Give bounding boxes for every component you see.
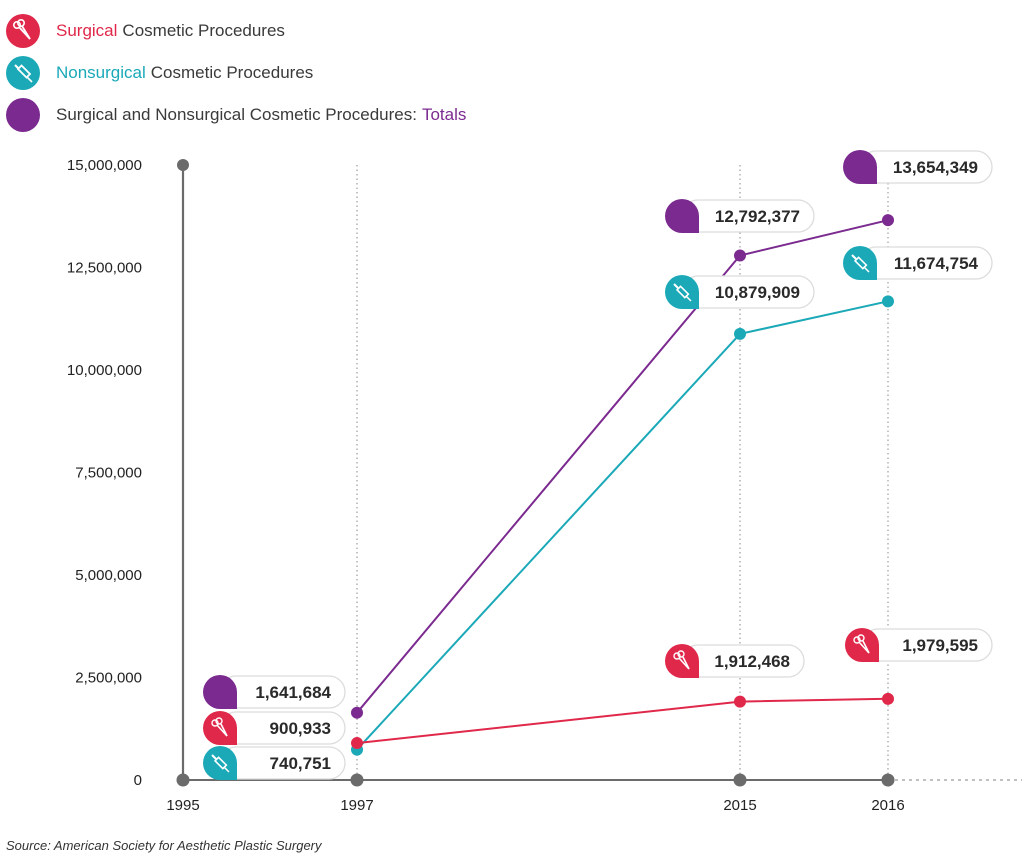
value-marker-totals: [843, 150, 877, 184]
scissors-icon: [853, 636, 861, 644]
legend-nonsurgical-highlight: Nonsurgical: [56, 63, 146, 82]
scissors-icon: [857, 634, 865, 642]
y-tick-label: 10,000,000: [67, 362, 142, 379]
data-point-totals: [351, 706, 363, 719]
bubble-icon: [6, 98, 40, 132]
y-axis-top-dot: [177, 159, 189, 171]
data-point-surgical: [351, 737, 363, 750]
data-point-surgical: [734, 695, 746, 708]
value-marker-totals: [203, 675, 237, 709]
x-tick-label: 1997: [340, 797, 373, 814]
data-point-surgical: [882, 692, 894, 705]
value-marker-nonsurgical: [203, 746, 237, 780]
y-tick-label: 15,000,000: [67, 157, 142, 174]
scissors-icon: [220, 723, 228, 737]
value-label-totals: 12,792,377: [715, 207, 800, 226]
x-tick-label: 1995: [166, 797, 199, 814]
scissors-icon: [677, 650, 685, 658]
x-tick-label: 2016: [871, 797, 904, 814]
y-tick-label: 5,000,000: [75, 567, 142, 584]
x-axis-dot: [881, 773, 895, 787]
legend-surgical-label: Cosmetic Procedures: [122, 21, 285, 40]
value-label-surgical: 1,979,595: [902, 636, 978, 655]
value-marker-totals: [665, 199, 699, 233]
scissors-icon: [211, 719, 219, 727]
legend-totals-label: Surgical and Nonsurgical Cosmetic Proced…: [56, 105, 417, 124]
syringe-icon: [863, 266, 870, 273]
value-label-nonsurgical: 10,879,909: [715, 283, 800, 302]
value-label-totals: 13,654,349: [893, 158, 978, 177]
legend-item-surgical[interactable]: Surgical Cosmetic Procedures: [6, 10, 466, 52]
x-tick-label: 2015: [723, 797, 756, 814]
value-label-totals: 1,641,684: [255, 683, 331, 702]
legend-nonsurgical-label: Cosmetic Procedures: [150, 63, 314, 82]
legend-item-nonsurgical[interactable]: Nonsurgical Cosmetic Procedures: [6, 52, 466, 94]
scissors-icon: [6, 14, 40, 48]
series-line-surgical: [356, 697, 889, 745]
syringe-icon: [211, 754, 217, 760]
scissors-icon: [862, 640, 870, 654]
value-label-nonsurgical: 11,674,754: [894, 254, 979, 273]
legend: Surgical Cosmetic Procedures Nonsurgical C…: [6, 10, 466, 136]
y-tick-label: 0: [134, 772, 142, 789]
syringe-icon: [851, 254, 857, 260]
value-label-surgical: 1,912,468: [714, 652, 790, 671]
scissors-icon: [673, 652, 681, 660]
syringe-icon: [685, 295, 692, 302]
value-label-surgical: 900,933: [270, 719, 331, 738]
scissors-icon: [682, 656, 690, 670]
value-label-nonsurgical: 740,751: [270, 754, 331, 773]
data-point-totals: [882, 214, 894, 227]
series-line-nonsurgical: [356, 300, 889, 751]
scissors-icon: [215, 717, 223, 725]
y-tick-label: 12,500,000: [67, 260, 142, 277]
syringe-icon: [673, 283, 679, 289]
value-marker-nonsurgical: [665, 275, 699, 309]
y-tick-label: 2,500,000: [75, 670, 142, 687]
data-point-totals: [734, 249, 746, 262]
data-point-nonsurgical: [734, 327, 746, 340]
legend-item-totals[interactable]: Surgical and Nonsurgical Cosmetic Proced…: [6, 94, 466, 136]
source-note: Source: American Society for Aesthetic P…: [6, 838, 322, 853]
x-axis-dot: [176, 773, 190, 787]
value-marker-nonsurgical: [843, 246, 877, 280]
syringe-icon: [6, 56, 40, 90]
syringe-icon: [223, 766, 230, 773]
legend-totals-highlight: Totals: [421, 105, 467, 124]
legend-surgical-highlight: Surgical: [56, 21, 118, 40]
data-point-nonsurgical: [882, 295, 894, 308]
x-axis-dot: [733, 773, 747, 787]
y-tick-label: 7,500,000: [75, 465, 142, 482]
x-axis-dot: [350, 773, 364, 787]
